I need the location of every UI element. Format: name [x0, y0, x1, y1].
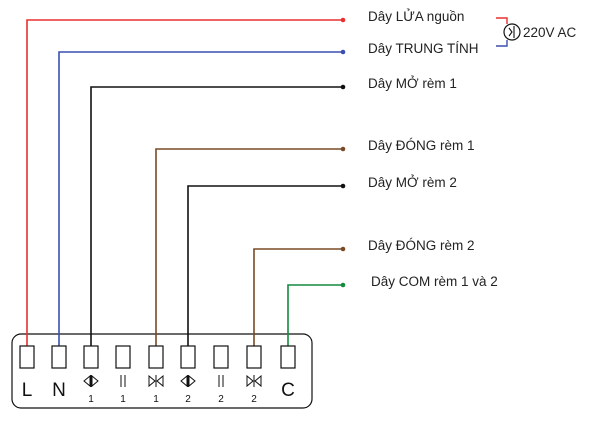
- terminal-number: 1: [120, 394, 126, 405]
- wire-label-n: Dây TRUNG TÍNH: [368, 41, 479, 56]
- power-source: 220V AC: [496, 17, 577, 47]
- close-symbol-left-arrow: [148, 374, 156, 388]
- close-symbol-left-arrow: [246, 374, 254, 388]
- pause-symbol-icon: [218, 375, 224, 387]
- wire-n: [58, 51, 343, 346]
- open-symbol-right-arrow: [188, 374, 196, 388]
- wire-end-dot-c: [340, 282, 346, 288]
- wire-label-d2: Dây ĐÓNG rèm 2: [368, 238, 475, 253]
- wire-d2: [253, 248, 343, 346]
- terminal-screw-2: [51, 345, 67, 369]
- terminal-screw-1: [19, 345, 35, 369]
- wire-d1: [155, 148, 343, 346]
- terminal-screw-7: [213, 345, 229, 369]
- close-symbol-right-arrow: [254, 374, 262, 388]
- open-symbol-left-arrow: [180, 374, 188, 388]
- wire-label-l: Dây LỬA nguồn: [368, 9, 464, 24]
- terminal-screw-5: [148, 345, 164, 369]
- ac-bracket-top: [496, 17, 508, 24]
- wire-c: [287, 284, 343, 346]
- wire-l: [26, 19, 343, 346]
- wire-label-m1: Dây MỞ rèm 1: [368, 76, 457, 91]
- terminal-number: 2: [251, 394, 257, 405]
- open-symbol-icon: [180, 374, 196, 388]
- wires-layer: [26, 17, 346, 346]
- open-symbol-left-arrow: [83, 374, 91, 388]
- terminal-screw-8: [246, 345, 262, 369]
- pause-symbol-icon: [120, 375, 126, 387]
- ac-bracket-bottom: [496, 40, 508, 47]
- wire-label-c: Dây COM rèm 1 và 2: [371, 274, 498, 289]
- wire-end-dot-m2: [340, 183, 346, 189]
- close-symbol-icon: [148, 374, 164, 388]
- ac-voltage-label: 220V AC: [523, 25, 577, 40]
- open-symbol-icon: [83, 374, 99, 388]
- close-symbol-icon: [246, 374, 262, 388]
- close-symbol-right-arrow: [156, 374, 164, 388]
- wire-label-m2: Dây MỞ rèm 2: [368, 175, 457, 190]
- terminal-screw-6: [180, 345, 196, 369]
- terminal-number: 2: [185, 394, 191, 405]
- terminal-screw-3: [83, 345, 99, 369]
- open-symbol-right-arrow: [91, 374, 99, 388]
- terminal-number: 2: [218, 394, 224, 405]
- wire-end-dot-m1: [340, 84, 346, 90]
- terminal-label-n: N: [52, 380, 66, 401]
- wire-end-dot-d1: [340, 146, 346, 152]
- wire-m2: [187, 185, 343, 346]
- terminal-label-c: C: [281, 380, 295, 401]
- wire-m1: [90, 86, 343, 346]
- wire-label-d1: Dây ĐÓNG rèm 1: [368, 138, 475, 153]
- labels-layer: Dây LỬA nguồn Dây TRUNG TÍNH Dây MỞ rèm 1 D…: [368, 9, 498, 289]
- wire-end-dot-n: [340, 49, 346, 55]
- terminal-screw-4: [115, 345, 131, 369]
- terminal-number: 1: [88, 394, 94, 405]
- wire-end-dot-l: [340, 17, 346, 23]
- terminal-label-l: L: [22, 380, 33, 401]
- ac-plug-icon: [503, 23, 521, 41]
- wire-end-dot-d2: [340, 246, 346, 252]
- terminal-screw-9: [280, 345, 296, 369]
- terminal-number: 1: [153, 394, 159, 405]
